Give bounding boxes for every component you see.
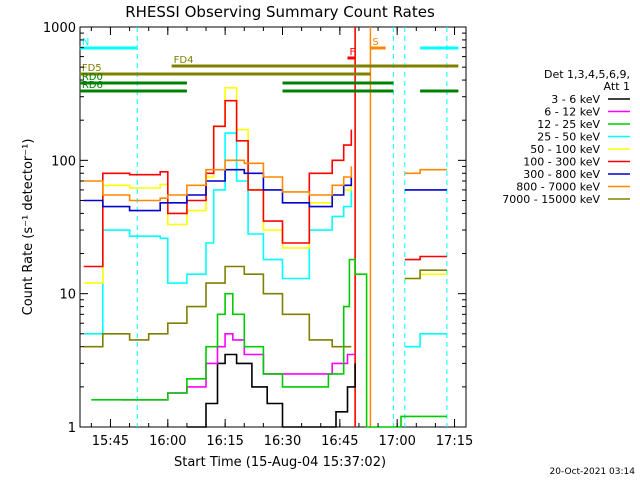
annotation-label: RD6 (82, 80, 103, 91)
x-tick-label: 17:15 (436, 434, 473, 449)
legend-entry-label: 6 - 12 keV (544, 106, 600, 119)
legend-entry-label: 25 - 50 keV (537, 131, 600, 144)
legend-entry-label: 50 - 100 keV (530, 143, 600, 156)
legend-header: Att 1 (604, 80, 630, 93)
series-line (83, 99, 447, 268)
legend-entry-label: 300 - 800 keV (523, 168, 600, 181)
x-tick-label: 16:45 (321, 434, 358, 449)
y-tick-label: 1000 (43, 21, 76, 36)
x-tick-label: 15:45 (92, 434, 129, 449)
axis-layer: 1 10 100 1000 15:45 16:00 16:15 16:30 16:45 17:00… (43, 21, 473, 449)
y-tick-label: 10 (59, 288, 76, 303)
chart-title: RHESSI Observing Summary Count Rates (125, 3, 435, 21)
annotation-label: FD5 (82, 63, 102, 74)
x-tick-label: 16:30 (264, 434, 301, 449)
marker-layer (136, 27, 448, 427)
series-line (83, 265, 447, 348)
x-tick-label: 16:00 (149, 434, 186, 449)
legend-entry-label: 12 - 25 keV (537, 118, 600, 131)
series-line (83, 159, 447, 202)
legend-entry-label: 7000 - 15000 keV (502, 193, 600, 206)
series-line (186, 353, 356, 428)
annotation-label: F (349, 47, 355, 58)
x-axis-label: Start Time (15-Aug-04 15:37:02) (174, 455, 386, 470)
annotation-label: N (82, 37, 89, 48)
plot-frame (79, 26, 467, 428)
legend-entry-label: 3 - 6 keV (551, 93, 600, 106)
series-layer (83, 87, 447, 428)
x-tick-label: 17:00 (378, 434, 415, 449)
y-axis-label: Count Rate (s⁻¹ detector⁻¹) (21, 139, 36, 316)
legend-entry-label: 100 - 300 keV (523, 156, 600, 169)
y-tick-label: 100 (51, 154, 76, 169)
legend-entry-label: 800 - 7000 keV (516, 181, 600, 194)
legend-header: Det 1,3,4,5,6,9, (544, 68, 630, 81)
series-line (91, 258, 447, 428)
annotation-label: RD0 (82, 72, 103, 83)
footer-date: 20-Oct-2021 03:14 (550, 467, 636, 477)
y-tick-label: 1 (68, 421, 76, 436)
annotation-label: FD4 (174, 55, 194, 66)
x-tick-label: 16:15 (206, 434, 243, 449)
annotation-label: S (372, 37, 378, 48)
